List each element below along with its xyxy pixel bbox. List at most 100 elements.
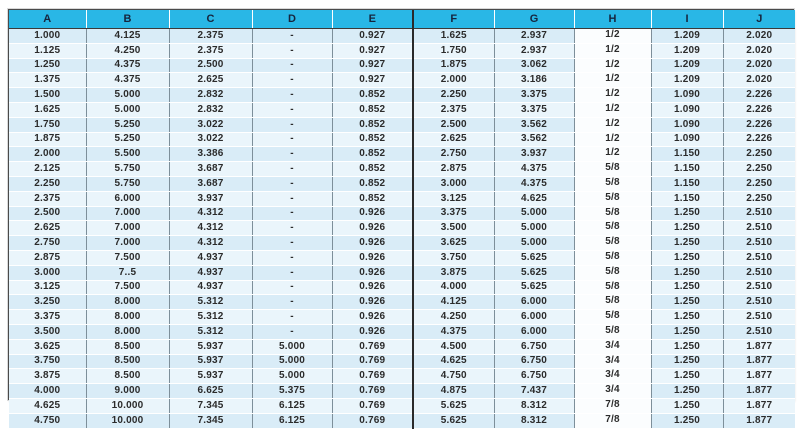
cell-d: - bbox=[252, 280, 333, 296]
cell-j: 2.510 bbox=[723, 294, 795, 311]
cell-h: 3/4 bbox=[574, 339, 652, 355]
cell-h: 5/8 bbox=[574, 220, 652, 237]
cell-e: 0.852 bbox=[332, 117, 414, 133]
cell-f: 2.625 bbox=[413, 132, 495, 148]
cell-e: 0.926 bbox=[332, 280, 414, 296]
cell-g: 5.625 bbox=[494, 265, 575, 281]
table-row: 2.625 7.000 4.312-0.926 3.500 5.000 5/8 1.250 2… bbox=[9, 220, 795, 237]
column-header-f: F bbox=[413, 10, 495, 29]
cell-d: - bbox=[252, 161, 333, 177]
cell-c: 5.937 bbox=[169, 354, 253, 370]
cell-i: 1.250 bbox=[651, 309, 724, 325]
cell-c: 5.312 bbox=[169, 294, 253, 311]
cell-a: 2.125 bbox=[9, 161, 87, 177]
cell-c: 6.625 bbox=[169, 383, 253, 399]
cell-i: 1.250 bbox=[651, 280, 724, 296]
cell-d: - bbox=[252, 72, 333, 89]
cell-i: 1.209 bbox=[651, 58, 724, 74]
cell-e: 0.769 bbox=[332, 368, 414, 385]
table-row: 1.500 5.000 2.832-0.852 2.250 3.375 1/2 1.090 2… bbox=[9, 87, 795, 103]
cell-h: 1/2 bbox=[574, 132, 652, 148]
cell-e: 0.769 bbox=[332, 339, 414, 355]
cell-f: 4.500 bbox=[413, 339, 495, 355]
cell-a: 2.750 bbox=[9, 235, 87, 251]
cell-e: 0.852 bbox=[332, 176, 414, 192]
cell-f: 3.750 bbox=[413, 250, 495, 266]
cell-j: 2.226 bbox=[723, 87, 795, 103]
cell-e: 0.926 bbox=[332, 235, 414, 251]
cell-c: 5.312 bbox=[169, 309, 253, 325]
cell-f: 1.875 bbox=[413, 58, 495, 74]
cell-f: 3.500 bbox=[413, 220, 495, 237]
cell-f: 2.500 bbox=[413, 117, 495, 133]
cell-g: 5.625 bbox=[494, 280, 575, 296]
table-row: 2.125 5.750 3.687-0.852 2.875 4.375 5/8 1.150 2… bbox=[9, 161, 795, 177]
cell-i: 1.150 bbox=[651, 176, 724, 192]
cell-a: 2.500 bbox=[9, 206, 87, 222]
cell-i: 1.090 bbox=[651, 87, 724, 103]
cell-j: 2.510 bbox=[723, 235, 795, 251]
cell-j: 2.226 bbox=[723, 132, 795, 148]
cell-h: 5/8 bbox=[574, 265, 652, 281]
cell-e: 0.852 bbox=[332, 87, 414, 103]
cell-c: 2.375 bbox=[169, 28, 253, 44]
cell-h: 3/4 bbox=[574, 383, 652, 399]
cell-a: 2.625 bbox=[9, 220, 87, 237]
cell-e: 0.926 bbox=[332, 250, 414, 266]
column-header-i: I bbox=[651, 10, 724, 29]
cell-g: 7.437 bbox=[494, 383, 575, 399]
table-row: 1.875 5.250 3.022-0.852 2.625 3.562 1/2 1.090 2… bbox=[9, 132, 795, 148]
cell-j: 2.510 bbox=[723, 265, 795, 281]
cell-g: 5.000 bbox=[494, 206, 575, 222]
cell-b: 7.000 bbox=[86, 220, 170, 237]
cell-d: - bbox=[252, 43, 333, 59]
cell-j: 2.510 bbox=[723, 206, 795, 222]
cell-b: 7..5 bbox=[86, 265, 170, 281]
cell-i: 1.250 bbox=[651, 294, 724, 311]
cell-d: - bbox=[252, 102, 333, 118]
cell-g: 5.000 bbox=[494, 220, 575, 237]
table-row: 3.625 8.500 5.937 5.000 0.769 4.500 6.750 3/4 1.… bbox=[9, 339, 795, 355]
cell-h: 5/8 bbox=[574, 309, 652, 325]
table-body: 1.000 4.125 2.375-0.927 1.625 2.937 1/2 1.209 2… bbox=[9, 28, 795, 429]
cell-b: 7.000 bbox=[86, 235, 170, 251]
column-header-j: J bbox=[723, 10, 795, 29]
cell-e: 0.852 bbox=[332, 191, 414, 207]
cell-f: 4.625 bbox=[413, 354, 495, 370]
cell-g: 6.000 bbox=[494, 294, 575, 311]
cell-g: 6.000 bbox=[494, 324, 575, 340]
cell-a: 1.750 bbox=[9, 117, 87, 133]
table-row: 2.875 7.500 4.937-0.926 3.750 5.625 5/8 1.250 2… bbox=[9, 250, 795, 266]
cell-b: 8.500 bbox=[86, 339, 170, 355]
cell-j: 2.510 bbox=[723, 250, 795, 266]
cell-f: 4.750 bbox=[413, 368, 495, 385]
table-row: 1.000 4.125 2.375-0.927 1.625 2.937 1/2 1.209 2… bbox=[9, 28, 795, 44]
cell-h: 7/8 bbox=[574, 413, 652, 429]
cell-g: 6.750 bbox=[494, 368, 575, 385]
cell-i: 1.209 bbox=[651, 72, 724, 89]
cell-f: 5.625 bbox=[413, 398, 495, 414]
cell-a: 1.375 bbox=[9, 72, 87, 89]
cell-b: 5.500 bbox=[86, 146, 170, 163]
cell-a: 4.750 bbox=[9, 413, 87, 429]
cell-f: 1.750 bbox=[413, 43, 495, 59]
cell-b: 5.000 bbox=[86, 102, 170, 118]
cell-j: 2.250 bbox=[723, 191, 795, 207]
cell-a: 3.000 bbox=[9, 265, 87, 281]
cell-e: 0.769 bbox=[332, 398, 414, 414]
cell-d: - bbox=[252, 265, 333, 281]
cell-g: 5.000 bbox=[494, 235, 575, 251]
cell-h: 5/8 bbox=[574, 191, 652, 207]
cell-d: - bbox=[252, 235, 333, 251]
table-row: 3.375 8.000 5.312-0.926 4.250 6.000 5/8 1.250 2… bbox=[9, 309, 795, 325]
cell-h: 5/8 bbox=[574, 176, 652, 192]
cell-d: 5.375 bbox=[252, 383, 333, 399]
column-header-g: G bbox=[494, 10, 575, 29]
cell-f: 3.875 bbox=[413, 265, 495, 281]
cell-i: 1.090 bbox=[651, 102, 724, 118]
cell-f: 5.625 bbox=[413, 413, 495, 429]
cell-d: - bbox=[252, 309, 333, 325]
cell-e: 0.927 bbox=[332, 58, 414, 74]
